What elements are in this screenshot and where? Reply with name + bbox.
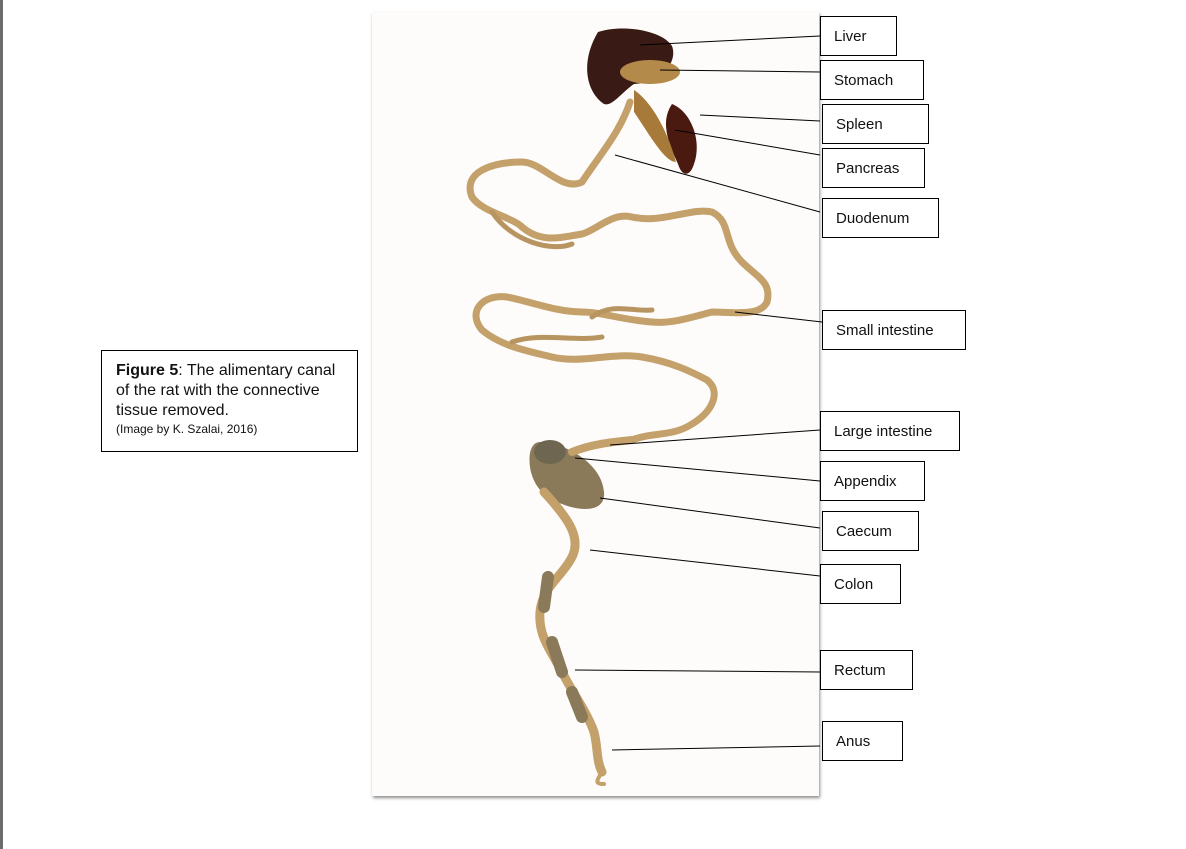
- small-intestine-loops: [489, 209, 655, 345]
- rectum-pellets: [538, 571, 588, 723]
- label-colon: Colon: [820, 564, 901, 604]
- caption-text: Figure 5: The alimentary canal of the ra…: [116, 361, 343, 421]
- caption-description: : The alimentary canal of the rat with t…: [116, 362, 336, 419]
- colon-shape: [535, 487, 607, 777]
- anus-end: [595, 770, 606, 786]
- label-liver: Liver: [820, 16, 897, 56]
- page-left-border: [0, 0, 3, 849]
- label-duodenum: Duodenum: [822, 198, 939, 238]
- stomach-shape: [620, 60, 680, 84]
- label-small-intestine: Small intestine: [822, 310, 966, 350]
- large-intestine-shape: [568, 436, 636, 456]
- specimen-photo: [372, 12, 819, 796]
- caption-credit: (Image by K. Szalai, 2016): [116, 422, 258, 436]
- pancreas-shape: [634, 90, 676, 162]
- small-intestine-shape: [466, 98, 772, 444]
- label-spleen: Spleen: [822, 104, 929, 144]
- label-large-intestine: Large intestine: [820, 411, 960, 451]
- label-caecum: Caecum: [822, 511, 919, 551]
- label-pancreas: Pancreas: [822, 148, 925, 188]
- label-anus: Anus: [822, 721, 903, 761]
- figure-caption: Figure 5: The alimentary canal of the ra…: [101, 350, 358, 452]
- label-stomach: Stomach: [820, 60, 924, 100]
- label-appendix: Appendix: [820, 461, 925, 501]
- label-rectum: Rectum: [820, 650, 913, 690]
- spleen-shape: [665, 104, 697, 174]
- appendix-shape: [534, 440, 566, 464]
- specimen-illustration: [466, 28, 772, 786]
- figure-label: Figure 5: [116, 362, 179, 379]
